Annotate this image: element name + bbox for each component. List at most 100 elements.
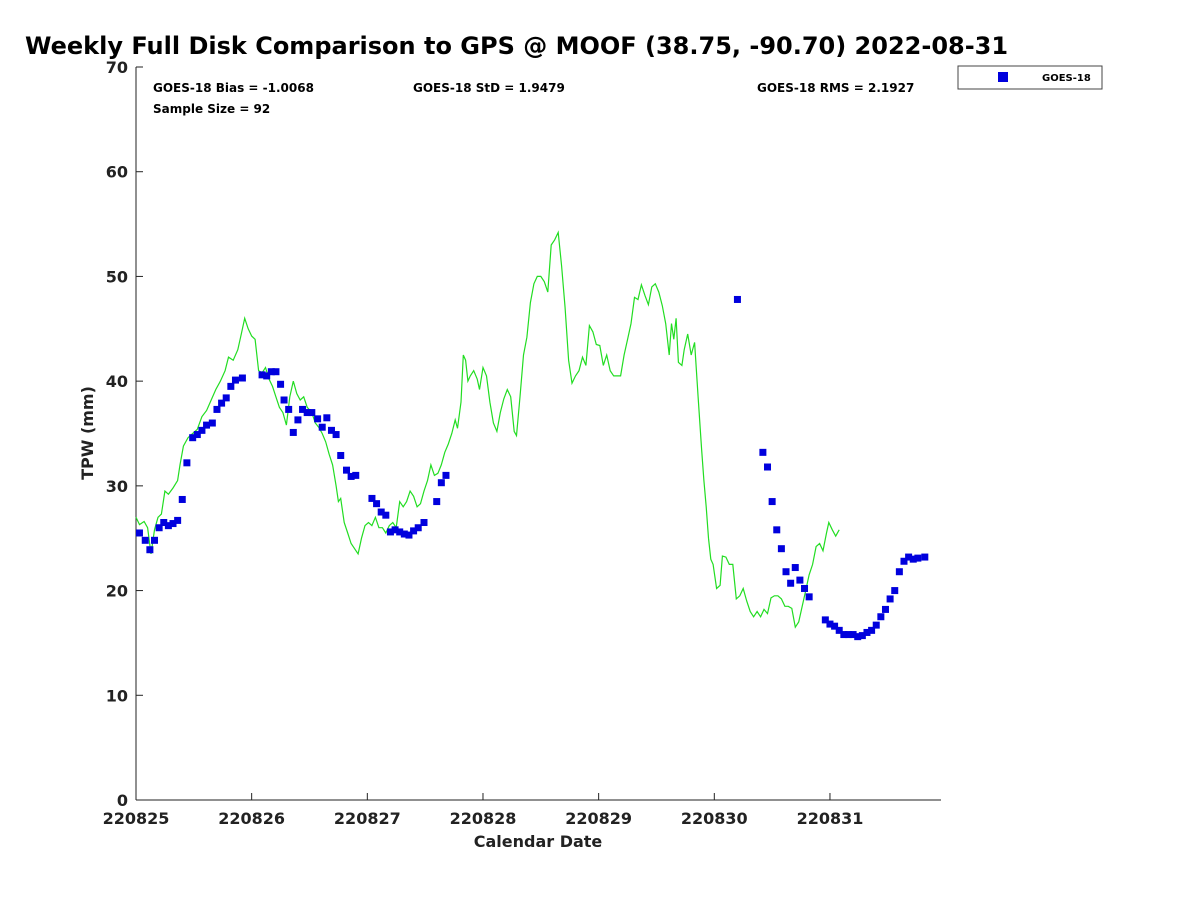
goes-18-point <box>218 399 226 407</box>
goes-18-point <box>174 516 182 524</box>
goes-18-point <box>821 616 829 624</box>
goes-18-point <box>414 524 422 532</box>
stat-sample-size: Sample Size = 92 <box>153 102 270 116</box>
goes-18-point <box>410 527 418 535</box>
goes-18-point <box>900 557 908 565</box>
goes-18-point <box>881 605 889 613</box>
goes-18-point <box>759 448 767 456</box>
stat-rms: GOES-18 RMS = 2.1927 <box>757 81 914 95</box>
goes-18-point <box>405 531 413 539</box>
goes-18-point <box>318 423 326 431</box>
legend-marker-goes-18 <box>998 72 1008 82</box>
legend-label-goes-18: GOES-18 <box>1042 73 1091 84</box>
goes-18-point <box>791 564 799 572</box>
goes-18-point <box>189 434 197 442</box>
goes-18-point <box>914 554 922 562</box>
goes-18-point <box>396 528 404 536</box>
goes-18-point <box>733 295 741 303</box>
goes-18-point <box>285 405 293 413</box>
goes-18-point <box>905 553 913 561</box>
goes-18-point <box>777 545 785 553</box>
x-axis-label: Calendar Date <box>474 832 603 851</box>
goes-18-point <box>849 631 857 639</box>
goes-18-point <box>787 579 795 587</box>
y-tick-label: 10 <box>106 686 128 705</box>
goes-18-point <box>909 555 917 563</box>
goes-18-point <box>178 495 186 503</box>
goes-18-point <box>854 633 862 641</box>
goes-18-point <box>238 374 246 382</box>
goes-18-point <box>343 466 351 474</box>
goes-18-point <box>213 405 221 413</box>
goes-18-point <box>141 536 149 544</box>
goes-18-point <box>858 632 866 640</box>
y-tick-label: 50 <box>106 267 128 286</box>
goes-18-point <box>303 409 311 417</box>
y-tick-label: 30 <box>106 477 128 496</box>
goes-18-point <box>877 613 885 621</box>
goes-18-point <box>386 528 394 536</box>
x-tick-label: 220826 <box>218 809 285 828</box>
plot-area: 0 10 20 30 40 50 60 70 220825 220826 220827 220828… <box>103 58 941 828</box>
goes-18-point <box>863 628 871 636</box>
stat-std: GOES-18 StD = 1.9479 <box>413 81 565 95</box>
goes-18-point <box>135 529 143 537</box>
goes-18-point <box>198 426 206 434</box>
goes-18-point <box>377 508 385 516</box>
legend-box <box>957 65 1103 90</box>
goes-18-point <box>169 520 177 528</box>
goes-18-point <box>203 421 211 429</box>
goes-18-point <box>895 568 903 576</box>
goes-18-point <box>796 576 804 584</box>
goes-18-point <box>208 419 216 427</box>
x-ticks: 220825 220826 220827 220828 220829 220830 2208… <box>103 793 864 828</box>
goes-18-point <box>840 631 848 639</box>
goes-18-point <box>831 622 839 630</box>
goes-18-point <box>391 526 399 534</box>
goes-18-point <box>891 587 899 595</box>
y-tick-label: 40 <box>106 372 128 391</box>
y-tick-label: 20 <box>106 582 128 601</box>
goes-18-point <box>368 494 376 502</box>
goes-18-point <box>768 498 776 506</box>
goes-18-point <box>231 376 239 384</box>
goes-18-point <box>886 595 894 603</box>
goes-18-point <box>299 405 307 413</box>
goes-18-point <box>314 415 322 423</box>
stat-bias: GOES-18 Bias = -1.0068 <box>153 81 314 95</box>
goes-18-point <box>308 409 316 417</box>
goes-18-point <box>146 546 154 554</box>
goes-18-point <box>289 428 297 436</box>
goes-18-point <box>921 553 929 561</box>
goes-18-point <box>764 463 772 471</box>
goes-18-point <box>193 431 201 439</box>
goes-18-point <box>323 414 331 422</box>
x-tick-label: 220830 <box>681 809 748 828</box>
chart-title: Weekly Full Disk Comparison to GPS @ MOO… <box>25 32 1008 60</box>
goes-18-point <box>373 500 381 508</box>
goes-18-point <box>272 368 280 376</box>
goes-18-point <box>151 536 159 544</box>
goes-18-point <box>183 459 191 467</box>
goes-18-point <box>280 396 288 404</box>
goes-18-point <box>258 371 266 379</box>
goes-18-point <box>420 519 428 527</box>
goes-18-point <box>442 471 450 479</box>
x-tick-label: 220831 <box>797 809 864 828</box>
goes-18-point <box>352 471 360 479</box>
goes-18-point <box>835 626 843 634</box>
goes-18-point <box>868 626 876 634</box>
goes-18-point <box>263 372 271 380</box>
x-tick-label: 220825 <box>103 809 170 828</box>
goes-18-point <box>337 451 345 459</box>
goes-18-point <box>382 511 390 519</box>
legend: GOES-18 <box>957 65 1103 90</box>
x-tick-label: 220829 <box>565 809 632 828</box>
goes-18-point <box>267 368 275 376</box>
goes-18-point <box>872 621 880 629</box>
series-layer <box>135 230 929 641</box>
goes-18-point <box>327 426 335 434</box>
gps-series-line <box>135 230 840 629</box>
goes-18-point <box>400 530 408 538</box>
